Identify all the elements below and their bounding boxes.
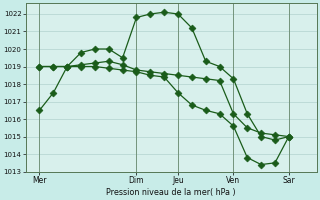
X-axis label: Pression niveau de la mer( hPa ): Pression niveau de la mer( hPa ): [106, 188, 236, 197]
